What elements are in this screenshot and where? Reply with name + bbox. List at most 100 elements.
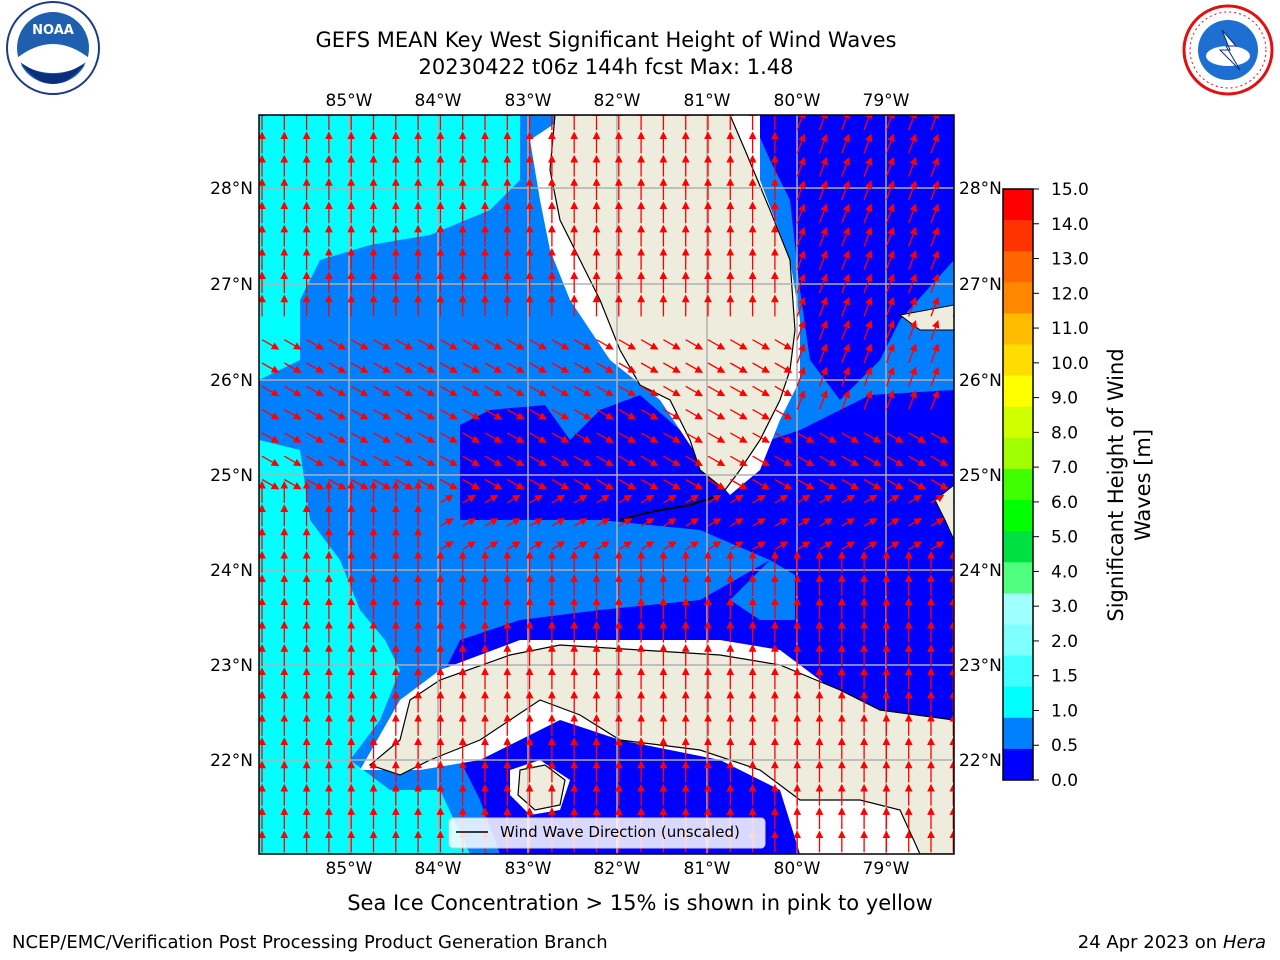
lon-tick-bottom: 81°W bbox=[684, 859, 731, 879]
wave-arrow bbox=[529, 518, 543, 527]
wave-arrow bbox=[841, 366, 851, 387]
wave-arrow bbox=[484, 362, 503, 373]
footer-host: Hera bbox=[1222, 932, 1266, 953]
wave-arrow bbox=[863, 180, 873, 201]
colorbar-tick-label: 13.0 bbox=[1051, 250, 1089, 270]
lat-tick-right: 26°N bbox=[959, 371, 1002, 391]
wave-arrow bbox=[261, 385, 280, 397]
wave-arrow bbox=[796, 455, 815, 467]
wave-arrow bbox=[819, 518, 833, 527]
wave-arrow bbox=[306, 455, 324, 467]
wave-arrow bbox=[930, 273, 940, 294]
wave-arrow bbox=[640, 541, 655, 550]
wave-arrow bbox=[573, 432, 592, 443]
wave-arrow bbox=[952, 548, 954, 550]
wave-arrow bbox=[796, 478, 815, 490]
lat-tick-left: 24°N bbox=[210, 561, 253, 581]
wave-arrow bbox=[373, 409, 391, 420]
wave-arrow bbox=[774, 339, 793, 350]
wave-arrow bbox=[462, 432, 481, 443]
colorbar-tick-label: 3.0 bbox=[1051, 597, 1078, 617]
wave-arrow bbox=[863, 366, 873, 387]
wave-arrow bbox=[930, 250, 940, 271]
colorbar-swatch bbox=[1003, 220, 1033, 252]
wave-arrow bbox=[484, 339, 503, 350]
wave-arrow bbox=[306, 432, 324, 443]
wave-arrow bbox=[484, 409, 503, 420]
wave-arrow bbox=[306, 362, 324, 373]
wave-arrow bbox=[796, 273, 806, 294]
wave-arrow bbox=[328, 362, 347, 373]
wave-arrow bbox=[908, 296, 917, 317]
wave-arrow bbox=[663, 494, 677, 504]
wave-arrow bbox=[930, 455, 949, 467]
wave-arrow bbox=[952, 524, 954, 527]
wave-arrow bbox=[908, 273, 917, 294]
wave-arrow bbox=[908, 133, 917, 154]
wave-arrow bbox=[506, 494, 521, 504]
colorbar-tick-label: 0.5 bbox=[1051, 736, 1078, 756]
wave-arrow bbox=[908, 518, 923, 527]
wave-arrow bbox=[930, 478, 949, 490]
wave-arrow bbox=[886, 518, 900, 527]
wave-arrow bbox=[863, 320, 873, 340]
wave-arrow bbox=[841, 296, 851, 317]
lat-tick-right: 28°N bbox=[959, 179, 1002, 199]
wave-arrow bbox=[573, 518, 588, 527]
lon-tick-bottom: 79°W bbox=[863, 859, 910, 879]
wave-arrow bbox=[841, 250, 851, 271]
wave-arrow bbox=[863, 250, 873, 271]
wave-arrow bbox=[462, 494, 477, 504]
wave-arrow bbox=[440, 541, 454, 550]
wave-arrow bbox=[529, 494, 543, 504]
wave-arrow bbox=[774, 455, 793, 467]
wave-arrow bbox=[841, 320, 851, 340]
wave-arrow bbox=[908, 541, 923, 550]
wave-arrow bbox=[440, 362, 458, 373]
wave-arrow bbox=[818, 366, 828, 387]
lat-tick-right: 22°N bbox=[959, 751, 1002, 771]
wave-arrow bbox=[462, 541, 477, 550]
noaa-logo: NOAA bbox=[6, 1, 100, 95]
wave-arrow bbox=[885, 366, 895, 387]
nws-logo bbox=[1182, 4, 1274, 96]
colorbar-swatch bbox=[1003, 437, 1033, 470]
colorbar-tick-label: 11.0 bbox=[1051, 319, 1089, 339]
wave-arrow bbox=[573, 339, 592, 350]
wave-arrow bbox=[908, 366, 917, 387]
wave-arrow bbox=[685, 518, 700, 527]
wave-arrow bbox=[707, 494, 722, 504]
wave-arrow bbox=[506, 409, 525, 420]
wave-arrow bbox=[729, 362, 748, 373]
wave-arrow bbox=[640, 455, 659, 467]
wave-arrow bbox=[350, 339, 369, 350]
wave-arrow bbox=[663, 478, 681, 490]
wave-arrow bbox=[306, 409, 324, 420]
wave-arrow bbox=[663, 385, 681, 397]
wave-direction-arrows bbox=[259, 115, 954, 853]
wave-arrow bbox=[863, 455, 882, 467]
wave-arrow bbox=[908, 203, 917, 224]
wave-arrow bbox=[863, 432, 882, 443]
colorbar-swatch bbox=[1003, 686, 1033, 719]
wave-arrow bbox=[952, 501, 954, 504]
colorbar-swatch bbox=[1003, 748, 1033, 781]
wave-arrow bbox=[618, 518, 633, 527]
wave-arrow bbox=[752, 541, 766, 550]
wave-arrow bbox=[417, 478, 436, 490]
wave-arrow bbox=[729, 339, 748, 350]
lon-tick-bottom: 80°W bbox=[774, 859, 821, 879]
wave-arrow bbox=[417, 432, 436, 443]
wave-arrow bbox=[551, 478, 570, 490]
wave-arrow bbox=[796, 296, 806, 317]
lon-tick-top: 79°W bbox=[863, 91, 910, 111]
lon-tick-bottom: 85°W bbox=[326, 859, 373, 879]
wave-arrow bbox=[930, 343, 940, 364]
sea-ice-note: Sea Ice Concentration > 15% is shown in … bbox=[347, 891, 933, 915]
colorbar-swatch bbox=[1003, 313, 1033, 346]
wave-arrow bbox=[818, 250, 828, 271]
wave-arrow bbox=[506, 478, 525, 490]
wave-arrow bbox=[417, 362, 436, 373]
wave-arrow bbox=[796, 115, 806, 131]
wave-arrow bbox=[685, 409, 704, 420]
